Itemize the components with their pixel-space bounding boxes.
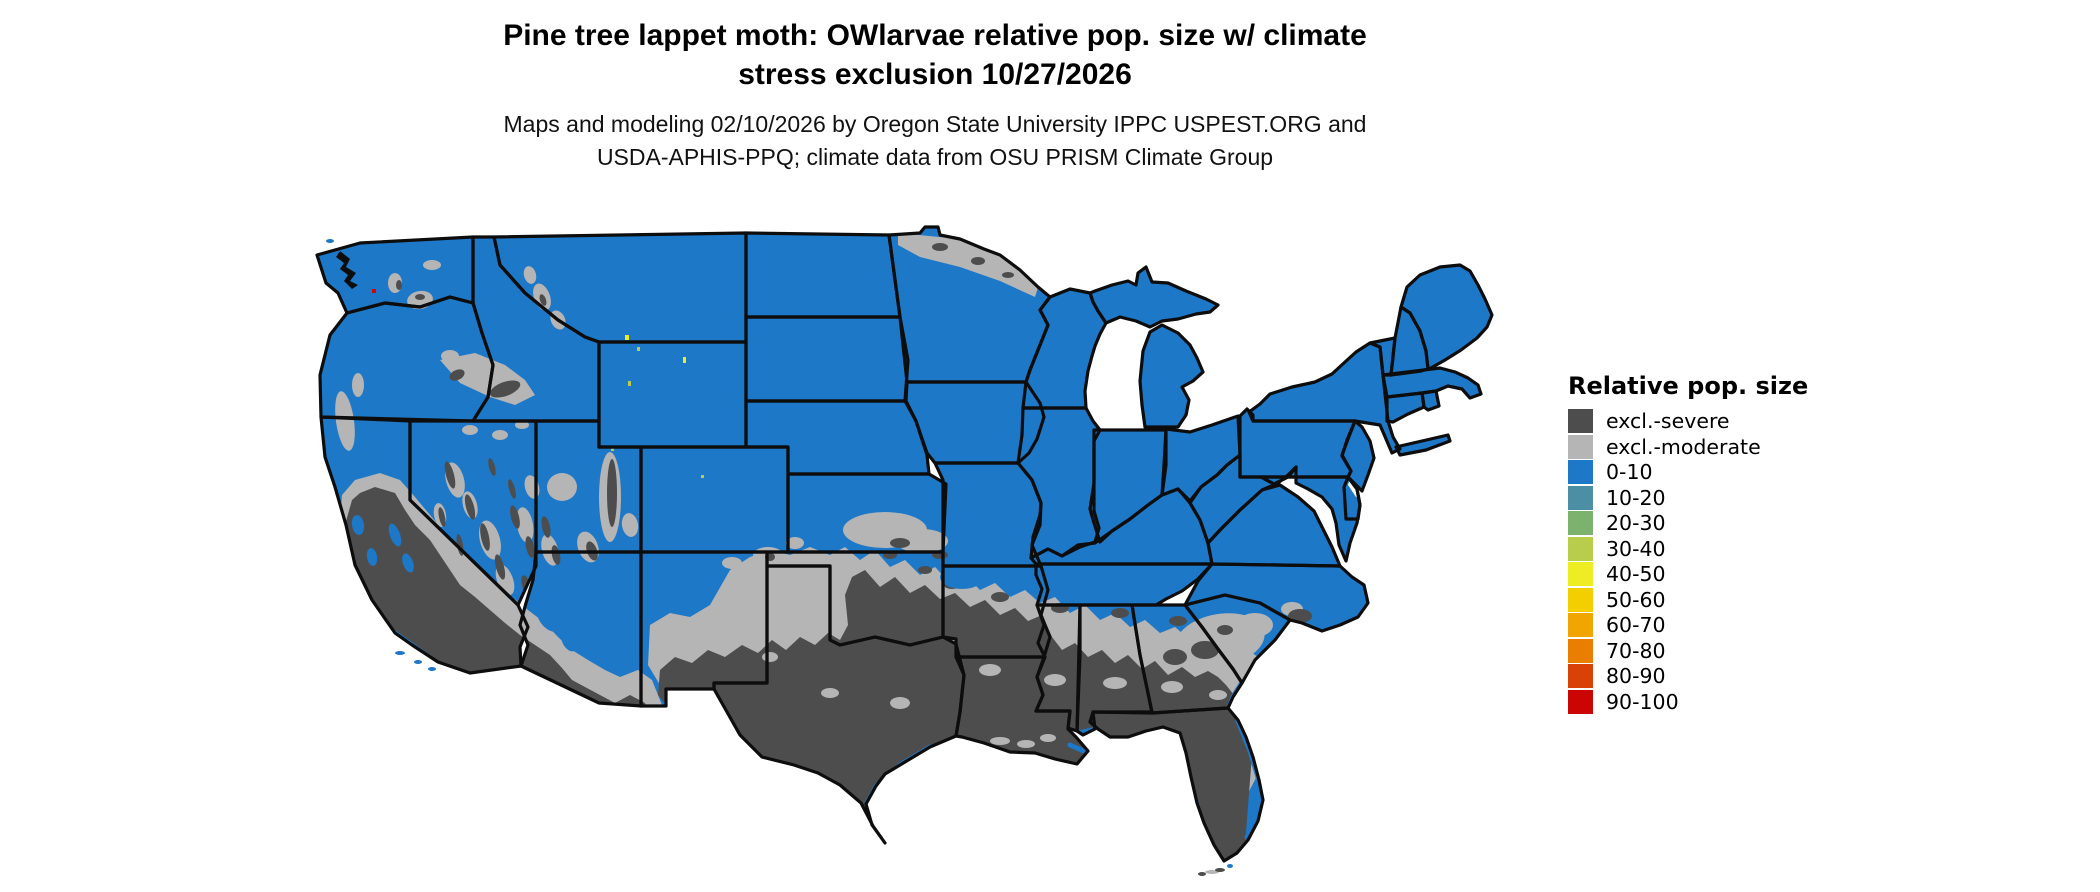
legend-row: 30-40 bbox=[1568, 536, 1898, 561]
legend-row: 60-70 bbox=[1568, 613, 1898, 637]
legend-row: 50-60 bbox=[1568, 587, 1898, 612]
page-title: Pine tree lappet moth: OWlarvae relative… bbox=[0, 16, 1870, 94]
legend-swatch bbox=[1568, 485, 1593, 510]
page-subtitle: Maps and modeling 02/10/2026 by Oregon S… bbox=[0, 108, 1870, 174]
legend: Relative pop. size excl.-severe excl.-mod… bbox=[1568, 372, 1898, 715]
us-map bbox=[300, 225, 1540, 885]
legend-row: excl.-moderate bbox=[1568, 434, 1898, 459]
subtitle-line-2: USDA-APHIS-PPQ; climate data from OSU PR… bbox=[596, 144, 1274, 170]
legend-label: 10-20 bbox=[1606, 485, 1666, 510]
map-header: Pine tree lappet moth: OWlarvae relative… bbox=[0, 16, 1870, 174]
legend-swatch bbox=[1568, 613, 1593, 637]
legend-row: 40-50 bbox=[1568, 562, 1898, 586]
legend-label: 80-90 bbox=[1606, 664, 1666, 688]
legend-swatch bbox=[1568, 409, 1593, 433]
legend-label: excl.-moderate bbox=[1606, 434, 1761, 459]
legend-swatch bbox=[1568, 587, 1593, 612]
legend-label: 30-40 bbox=[1606, 536, 1666, 561]
legend-label: 60-70 bbox=[1606, 613, 1666, 637]
legend-swatch bbox=[1568, 562, 1593, 586]
legend-row: 80-90 bbox=[1568, 664, 1898, 688]
title-line-1: Pine tree lappet moth: OWlarvae relative… bbox=[503, 19, 1367, 52]
legend-row: 10-20 bbox=[1568, 485, 1898, 510]
legend-label: 90-100 bbox=[1606, 689, 1679, 714]
legend-swatch bbox=[1568, 689, 1593, 714]
legend-label: 40-50 bbox=[1606, 562, 1666, 586]
us-map-svg bbox=[315, 225, 1494, 876]
puget-sound bbox=[336, 251, 358, 289]
legend-swatch bbox=[1568, 434, 1593, 459]
legend-rows: excl.-severe excl.-moderate 0-10 10-20 20-30… bbox=[1568, 409, 1898, 714]
legend-title: Relative pop. size bbox=[1568, 372, 1809, 400]
legend-row: excl.-severe bbox=[1568, 409, 1898, 433]
legend-swatch bbox=[1568, 460, 1593, 484]
legend-swatch bbox=[1568, 511, 1593, 535]
legend-row: 70-80 bbox=[1568, 638, 1898, 663]
legend-row: 90-100 bbox=[1568, 689, 1898, 714]
legend-row: 0-10 bbox=[1568, 460, 1898, 484]
legend-label: 50-60 bbox=[1606, 587, 1666, 612]
title-line-2: stress exclusion 10/27/2026 bbox=[738, 58, 1132, 91]
legend-label: 70-80 bbox=[1606, 638, 1666, 663]
excl-moderate-speckles bbox=[720, 640, 1227, 748]
legend-label: excl.-severe bbox=[1606, 409, 1730, 433]
offshore-islands bbox=[326, 239, 1233, 876]
subtitle-line-1: Maps and modeling 02/10/2026 by Oregon S… bbox=[503, 111, 1367, 137]
legend-swatch bbox=[1568, 638, 1593, 663]
legend-row: 20-30 bbox=[1568, 511, 1898, 535]
legend-label: 0-10 bbox=[1606, 460, 1653, 484]
legend-swatch bbox=[1568, 664, 1593, 688]
legend-label: 20-30 bbox=[1606, 511, 1666, 535]
legend-swatch bbox=[1568, 536, 1593, 561]
